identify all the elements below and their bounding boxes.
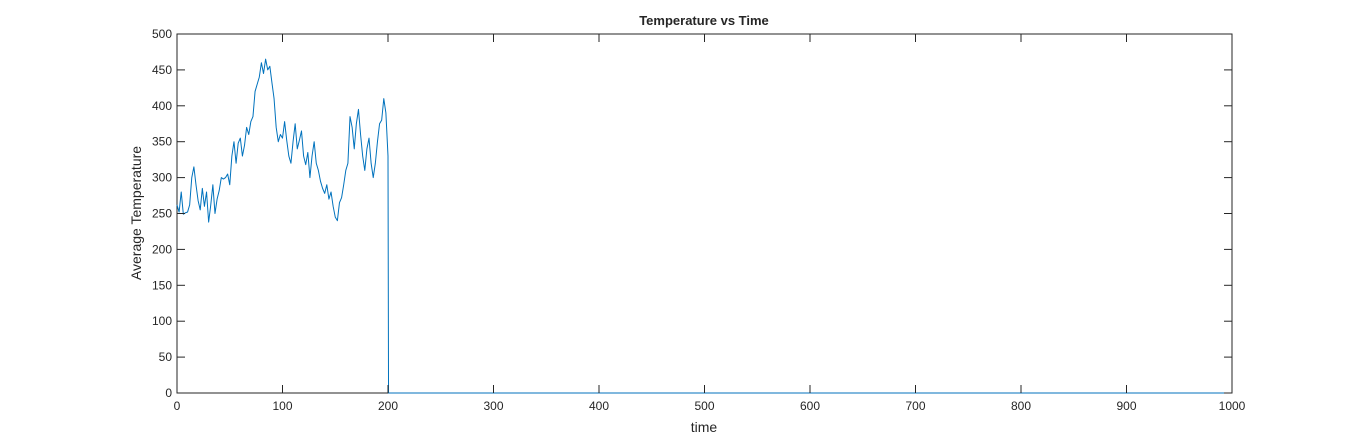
y-tick-label: 450: [152, 63, 172, 77]
y-tick-label: 50: [159, 350, 173, 364]
x-tick-label: 0: [174, 399, 181, 413]
y-tick-label: 250: [152, 207, 172, 221]
x-tick-label: 300: [483, 399, 503, 413]
y-axis-label: Average Temperature: [128, 146, 144, 280]
x-tick-label: 200: [378, 399, 398, 413]
x-axis-ticks: 0 100 200 300 400 500 600 700 800 900 1000: [174, 34, 1246, 413]
y-tick-label: 400: [152, 99, 172, 113]
x-tick-label: 700: [905, 399, 925, 413]
x-tick-label: 900: [1116, 399, 1136, 413]
y-tick-label: 0: [165, 386, 172, 400]
y-axis-ticks: 0 50 100 150 200 250 300 350 400 450 500: [152, 27, 1232, 400]
x-tick-label: 500: [694, 399, 714, 413]
x-tick-label: 600: [800, 399, 820, 413]
y-tick-label: 300: [152, 171, 172, 185]
plot-area: [176, 33, 1233, 394]
y-tick-label: 500: [152, 27, 172, 41]
y-tick-label: 200: [152, 242, 172, 256]
y-tick-label: 350: [152, 135, 172, 149]
series-line-1: [176, 58, 1232, 394]
axes-box: [176, 33, 1233, 394]
x-tick-label: 400: [589, 399, 609, 413]
x-tick-label: 800: [1011, 399, 1031, 413]
x-tick-label: 1000: [1219, 399, 1246, 413]
y-tick-label: 100: [152, 314, 172, 328]
x-axis-label: time: [691, 419, 718, 435]
x-tick-label: 100: [272, 399, 292, 413]
y-tick-label: 150: [152, 278, 172, 292]
chart-title: Temperature vs Time: [639, 13, 769, 28]
